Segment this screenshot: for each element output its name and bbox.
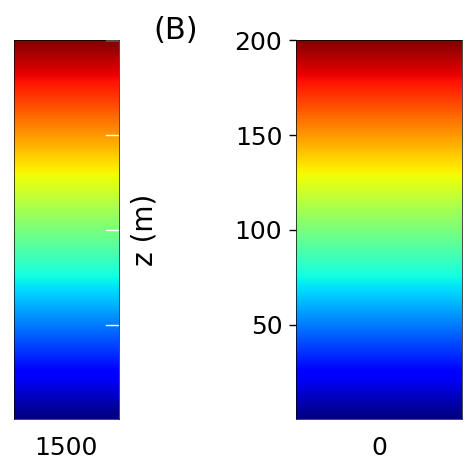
Y-axis label: z (m): z (m) [130, 194, 158, 266]
Text: 1500: 1500 [35, 436, 98, 460]
Text: (B): (B) [153, 16, 198, 46]
Text: 0: 0 [371, 436, 387, 460]
